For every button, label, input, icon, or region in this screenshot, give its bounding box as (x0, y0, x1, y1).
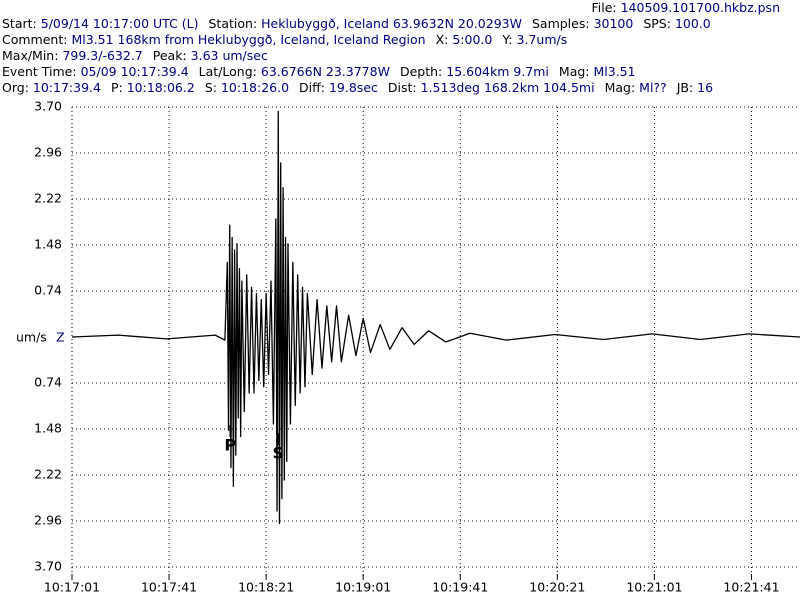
y-tick-label: 2.22 (34, 467, 62, 482)
header-field-label: Max/Min: (2, 48, 58, 63)
header-field-label: Samples: (532, 16, 590, 31)
header-line: Org: 10:17:39.4 P: 10:18:06.2 S: 10:18:26.0 Di… (2, 80, 713, 95)
x-tick-label: 10:21:41 (723, 580, 779, 595)
header-field-label: Depth: (400, 64, 442, 79)
phase-label: P (224, 436, 236, 455)
header-field-label: Diff: (299, 80, 325, 95)
header-line: Max/Min: 799.3/-632.7 Peak: 3.63 um/sec (2, 48, 268, 63)
x-tick-label: 10:21:01 (626, 580, 682, 595)
waveform (71, 110, 800, 525)
header-field-label: Org: (2, 80, 29, 95)
header-field-value: 3.63 um/sec (191, 48, 268, 63)
header-field-value: 10:17:39.4 (33, 80, 101, 95)
header-field-label: JB: (676, 80, 693, 95)
header-field-value: 5/09/14 10:17:00 UTC (L) (41, 16, 199, 31)
header-field-label: S: (205, 80, 217, 95)
x-tick-label: 10:17:41 (141, 580, 197, 595)
header-field-label: Comment: (2, 32, 67, 47)
y-tick-label: 0.74 (34, 283, 62, 298)
header-field-value: 5:00.0 (452, 32, 492, 47)
header-line: File: 140509.101700.hkbz.psn (591, 0, 780, 15)
header-field-label: Lat/Long: (199, 64, 257, 79)
header-field-label: Peak: (153, 48, 187, 63)
y-tick-label: 1.48 (34, 421, 62, 436)
header-field-label: Mag: (605, 80, 636, 95)
header-field-label: Mag: (559, 64, 590, 79)
header-field-value: 05/09 10:17:39.4 (81, 64, 189, 79)
header-field-value: 63.6766N 23.3778W (261, 64, 390, 79)
x-tick-label: 10:19:41 (432, 580, 488, 595)
header-field-value: 3.7um/s (517, 32, 568, 47)
channel-label: Z (56, 330, 65, 345)
y-tick-label: 2.96 (34, 145, 62, 160)
x-tick-label: 10:19:01 (335, 580, 391, 595)
header-field-value: 16 (697, 80, 713, 95)
header-field-value: 100.0 (675, 16, 711, 31)
y-tick-label: 1.48 (34, 237, 62, 252)
header-line: Start: 5/09/14 10:17:00 UTC (L) Station: He… (2, 16, 711, 31)
header-field-value: 799.3/-632.7 (62, 48, 142, 63)
header-field-value: Ml3.51 (594, 64, 636, 79)
header-line: Comment: Ml3.51 168km from Heklubyggð, Ic… (2, 32, 567, 47)
header-field-label: SPS: (643, 16, 671, 31)
header-field-label: Y: (501, 32, 512, 47)
header-field-value: 30100 (594, 16, 634, 31)
header-field-label: P: (111, 80, 123, 95)
header-line: Event Time: 05/09 10:17:39.4 Lat/Long: 63.6… (2, 64, 636, 79)
y-tick-label: 0.74 (34, 375, 62, 390)
header-field-label: X: (436, 32, 449, 47)
y-tick-label: 3.70 (34, 559, 62, 574)
header-field-value: 10:18:06.2 (127, 80, 195, 95)
header-field-value: 140509.101700.hkbz.psn (621, 0, 780, 15)
header-field-value: Ml3.51 168km from Heklubyggð, Iceland, I… (71, 32, 425, 47)
y-axis-label: um/s (16, 330, 47, 345)
header-field-value: 1.513deg 168.2km 104.5mi (421, 80, 595, 95)
y-tick-label: 2.96 (34, 513, 62, 528)
header-field-value: 19.8sec (329, 80, 378, 95)
x-tick-label: 10:20:21 (529, 580, 585, 595)
header-field-value: 15.604km 9.7mi (446, 64, 549, 79)
header-field-label: Dist: (388, 80, 417, 95)
header-field-label: File: (591, 0, 616, 15)
x-tick-label: 10:17:01 (44, 580, 100, 595)
y-tick-label: 2.22 (34, 191, 62, 206)
header-field-value: 10:18:26.0 (221, 80, 289, 95)
phase-label: S (273, 444, 285, 463)
header-field-value: Ml?? (639, 80, 667, 95)
x-tick-label: 10:18:21 (238, 580, 294, 595)
y-tick-label: 3.70 (34, 99, 62, 114)
header-field-label: Event Time: (2, 64, 77, 79)
header-field-value: Heklubyggð, Iceland 63.9632N 20.0293W (261, 16, 522, 31)
header-field-label: Station: (209, 16, 258, 31)
header-field-label: Start: (2, 16, 37, 31)
